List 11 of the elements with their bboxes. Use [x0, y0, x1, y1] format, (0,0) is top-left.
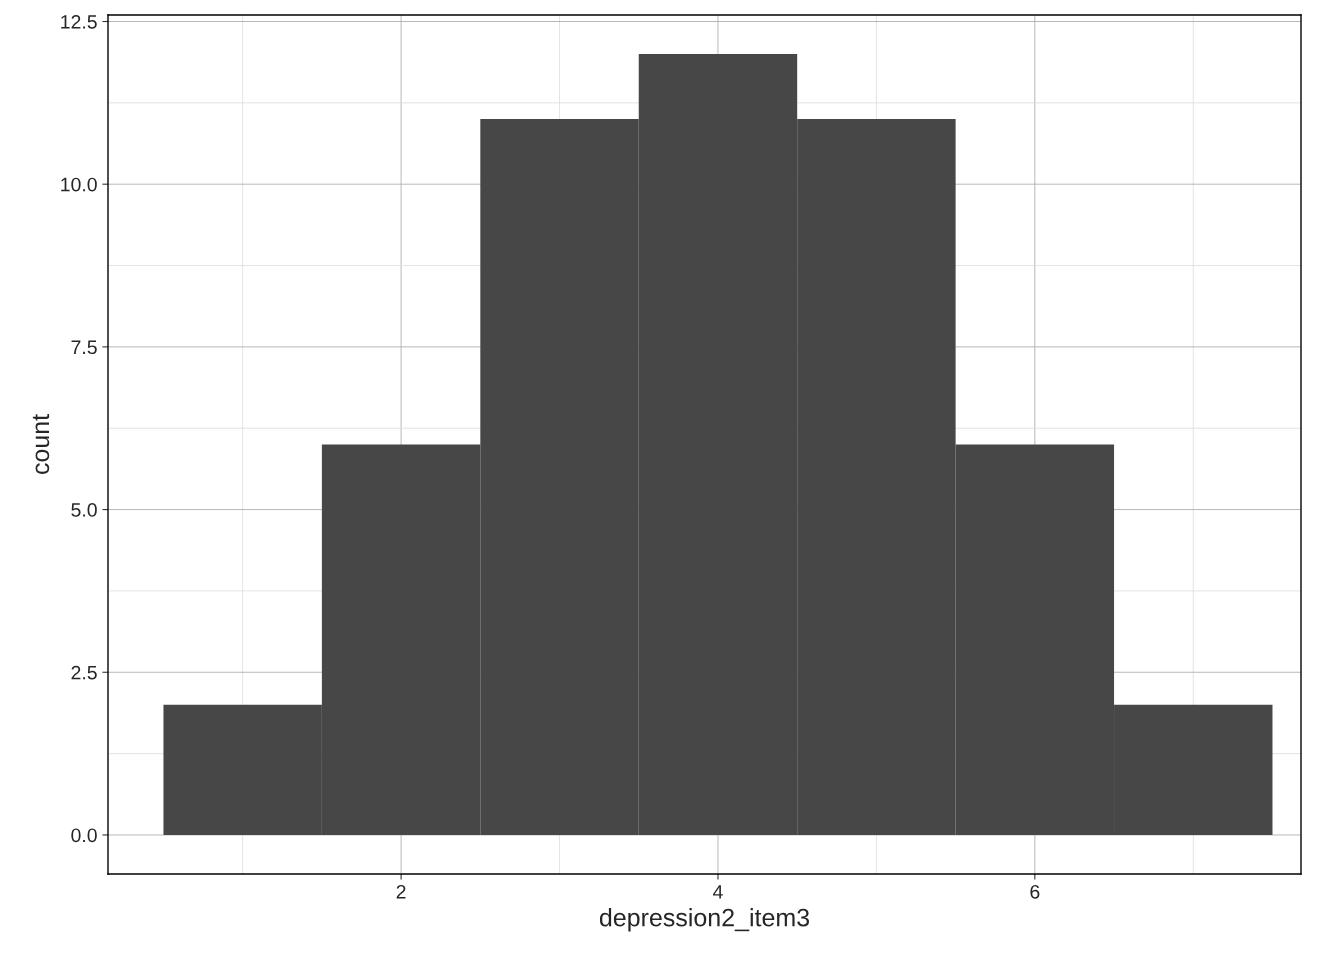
x-tick-label: 2	[396, 884, 406, 899]
y-tick-label: 12.5	[61, 14, 97, 29]
y-axis-title: count	[32, 414, 50, 475]
x-axis-title: depression2_item3	[599, 908, 810, 932]
y-tick-label: 2.5	[71, 665, 97, 680]
x-tick-label: 6	[1030, 884, 1040, 899]
y-tick-label: 10.0	[61, 177, 97, 192]
y-tick-label: 0.0	[71, 828, 97, 843]
x-tick-label: 4	[713, 885, 723, 899]
y-tick-label: 5.0	[71, 503, 97, 517]
y-tick-label: 7.5	[71, 340, 97, 355]
